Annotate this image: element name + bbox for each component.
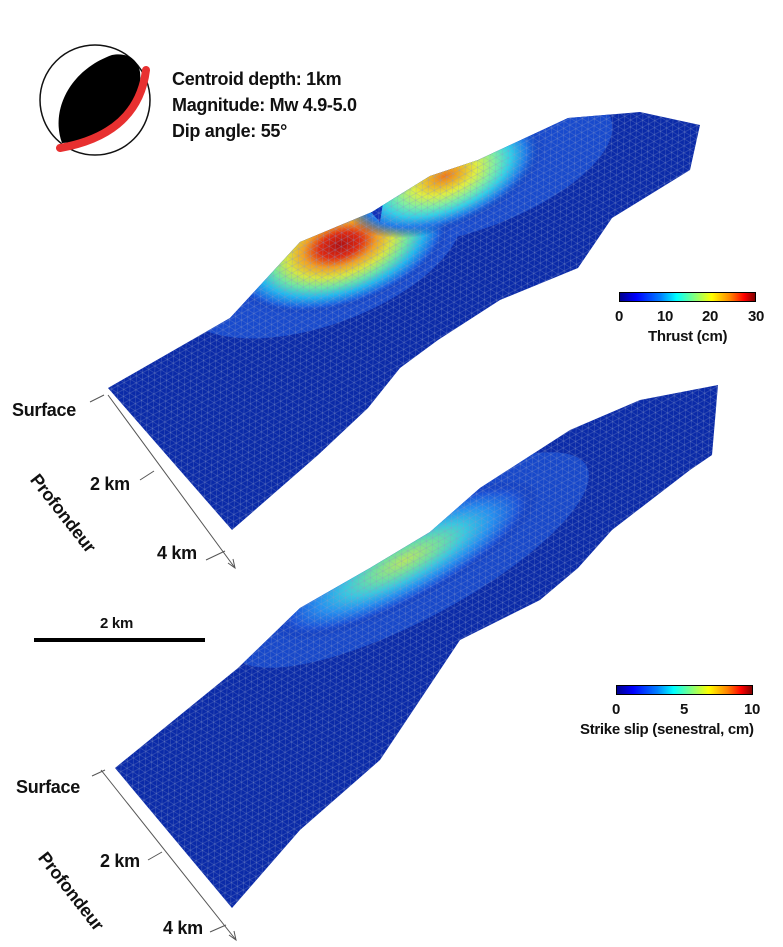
depth-4km-label-bottom: 4 km bbox=[163, 918, 203, 938]
thrust-tick-0: 0 bbox=[614, 308, 624, 325]
scale-bar-label: 2 km bbox=[100, 615, 133, 632]
strike-colorbar bbox=[616, 685, 753, 695]
surface-label-bottom: Surface bbox=[16, 777, 80, 797]
strike-colorbar-title: Strike slip (senestral, cm) bbox=[580, 721, 754, 738]
strike-tick-5: 5 bbox=[679, 701, 689, 718]
depth-4km-label-top: 4 km bbox=[157, 543, 197, 563]
thrust-colorbar-title: Thrust (cm) bbox=[648, 328, 728, 345]
thrust-tick-10: 10 bbox=[656, 308, 674, 325]
thrust-colorbar bbox=[619, 292, 756, 302]
centroid-depth-text: Centroid depth: 1km bbox=[172, 69, 342, 89]
thrust-tick-20: 20 bbox=[701, 308, 719, 325]
depth-2km-label-top: 2 km bbox=[90, 474, 130, 494]
depth-2km-label-bottom: 2 km bbox=[100, 851, 140, 871]
dip-angle-text: Dip angle: 55° bbox=[172, 121, 288, 141]
strike-tick-10: 10 bbox=[743, 701, 761, 718]
focal-mechanism-icon bbox=[39, 44, 151, 156]
depth-axis-top bbox=[89, 394, 236, 570]
strike-tick-0: 0 bbox=[611, 701, 621, 718]
thrust-tick-30: 30 bbox=[747, 308, 765, 325]
magnitude-text: Magnitude: Mw 4.9-5.0 bbox=[172, 95, 357, 115]
depth-axis-bottom bbox=[91, 769, 237, 942]
surface-label-top: Surface bbox=[12, 400, 76, 420]
